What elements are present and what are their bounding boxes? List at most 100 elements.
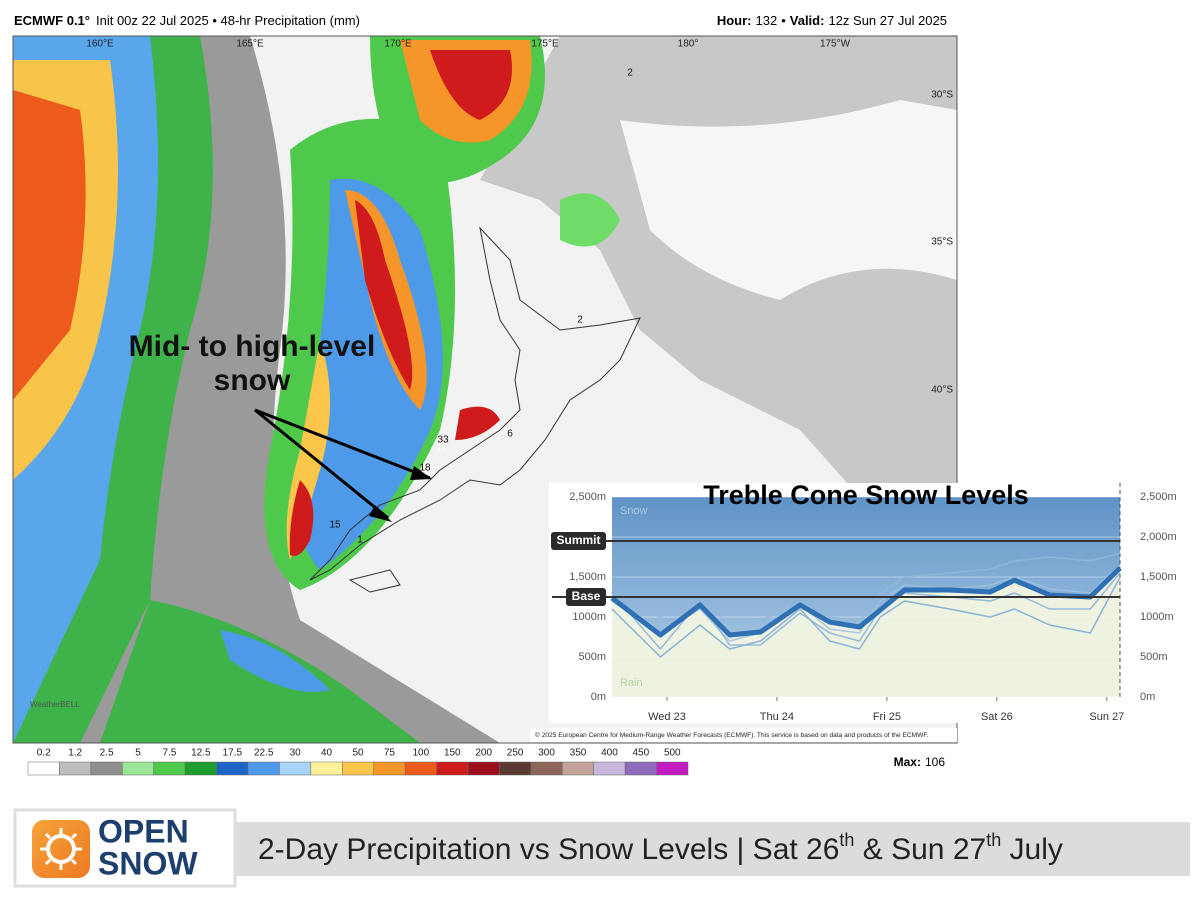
colorbar-label: 12.5 <box>191 748 211 759</box>
max-label: Max: <box>894 755 921 769</box>
run: Init 00z 22 Jul 2025 • 48-hr Precipitati… <box>96 13 360 28</box>
y2-tick-label: 1,500m <box>1140 571 1177 583</box>
colorbar-cell <box>90 761 123 776</box>
rain-band <box>430 50 512 120</box>
ref-label: Summit <box>556 533 600 547</box>
copyright-bg <box>530 728 957 742</box>
cloud-gap <box>620 100 957 300</box>
footer: OPEN SNOW 2-Day Precipitation vs Snow Le… <box>13 808 1190 888</box>
colorbar-cell <box>59 761 92 776</box>
y-tick-label: 1000m <box>572 611 606 623</box>
colorbar-cell <box>153 761 186 776</box>
rain-band <box>13 90 86 400</box>
rain-band <box>455 406 500 440</box>
colorbar-cell <box>216 761 249 776</box>
rain-band <box>355 200 413 390</box>
colorbar-label: 2.5 <box>100 748 114 759</box>
colorbar-cell <box>656 761 689 776</box>
map: 160°E 165°E 170°E 175°E 180° 175°W 30°S 35°S 40°… <box>12 35 958 744</box>
colorbar-label: 75 <box>384 748 396 759</box>
arrow <box>254 408 389 520</box>
colorbar-cell <box>467 761 500 776</box>
colorbar-cell <box>279 761 312 776</box>
logo-sun <box>46 834 76 864</box>
colorbar-cell <box>499 761 532 776</box>
colorbar-label: 250 <box>507 748 524 759</box>
colorbar-label: 150 <box>444 748 461 759</box>
lon-label: 175°W <box>820 39 851 50</box>
arrow-head <box>410 466 432 480</box>
y-tick-label: 2,500m <box>569 491 606 503</box>
rain-band <box>289 480 314 556</box>
valid: 12z Sun 27 Jul 2025 <box>828 13 947 28</box>
colorbar-label: 40 <box>321 748 333 759</box>
point-label: 1 <box>357 535 363 546</box>
member-line <box>611 576 1121 658</box>
colorbar-label: 200 <box>475 748 492 759</box>
colorbar-label: 0.2 <box>37 748 51 759</box>
colorbar-label: 1.2 <box>68 748 82 759</box>
colorbar-cell <box>184 761 217 776</box>
x-tick-label: Fri 25 <box>873 711 901 723</box>
hour: 132 <box>756 13 778 28</box>
annotation: snow <box>214 364 291 397</box>
lat-label: 35°S <box>931 237 953 248</box>
colorbar-label: 350 <box>570 748 587 759</box>
caption-sup: th <box>839 830 854 850</box>
caption-part: & Sun 27 <box>854 833 986 866</box>
y-tick-label: 1,500m <box>569 571 606 583</box>
x-tick-label: Thu 24 <box>760 711 794 723</box>
colorbar-cell <box>593 761 626 776</box>
colorbar-cell <box>310 761 343 776</box>
y2-tick-label: 2,500m <box>1140 491 1177 503</box>
point-label: 18 <box>419 463 431 474</box>
map-logo: WeatherBELL <box>30 700 80 709</box>
lat-label: 30°S <box>931 90 953 101</box>
lat-label: 40°S <box>931 385 953 396</box>
colorbar-cell <box>530 761 563 776</box>
colorbar-cell <box>562 761 594 776</box>
region-label: Snow <box>620 505 648 517</box>
colorbar-label: 450 <box>633 748 650 759</box>
logo-text: OPEN <box>98 813 189 849</box>
point-label: 6 <box>507 429 513 440</box>
lon-label: 175°E <box>531 39 559 50</box>
header-right: Hour: 132 • Valid: 12z Sun 27 Jul 2025 <box>717 13 947 28</box>
colorbar-label: 30 <box>290 748 302 759</box>
point-label: 17 <box>436 443 448 454</box>
point-label: 15 <box>329 520 341 531</box>
rain-band <box>220 630 330 692</box>
coastline <box>348 569 401 593</box>
point-label: 2 <box>577 315 583 326</box>
colorbar-label: 5 <box>135 748 141 759</box>
colorbar: 0.2 1.2 2.5 5 7.5 12.5 17.5 22.5 30 40 50 75 100 150 2… <box>27 748 946 776</box>
x-tick-label: Sun 27 <box>1089 711 1124 723</box>
logo-text: SNOW <box>98 845 198 881</box>
colorbar-label: 300 <box>538 748 555 759</box>
y-tick-label: 500m <box>578 651 606 663</box>
lon-label: 170°E <box>384 39 412 50</box>
arrow-head <box>369 505 392 522</box>
logo-rays <box>40 828 82 870</box>
header-left: ECMWF 0.1° Init 00z 22 Jul 2025 • 48-hr P… <box>14 13 360 28</box>
colorbar-cell <box>342 761 374 776</box>
rain-band <box>560 193 620 247</box>
colorbar-cell <box>27 761 60 776</box>
colorbar-cell <box>122 761 154 776</box>
y2-tick-label: 2,000m <box>1140 531 1177 543</box>
lon-label: 160°E <box>86 39 114 50</box>
colorbar-cell <box>373 761 406 776</box>
colorbar-label: 7.5 <box>162 748 176 759</box>
arrow <box>254 408 431 480</box>
hour-label: Hour: <box>717 13 752 28</box>
caption-part: 2-Day Precipitation vs Snow Levels | Sat… <box>258 833 839 866</box>
colorbar-label: 50 <box>352 748 364 759</box>
colorbar-cell <box>404 761 437 776</box>
chart-title: Treble Cone Snow Levels <box>703 480 1029 510</box>
colorbar-label: 500 <box>664 748 681 759</box>
y-tick-label: 0m <box>591 691 606 703</box>
colorbar-label: 17.5 <box>223 748 243 759</box>
colorbar-cell <box>436 761 469 776</box>
ref-label-bg <box>551 532 606 550</box>
max: Max: 106 <box>894 755 946 769</box>
